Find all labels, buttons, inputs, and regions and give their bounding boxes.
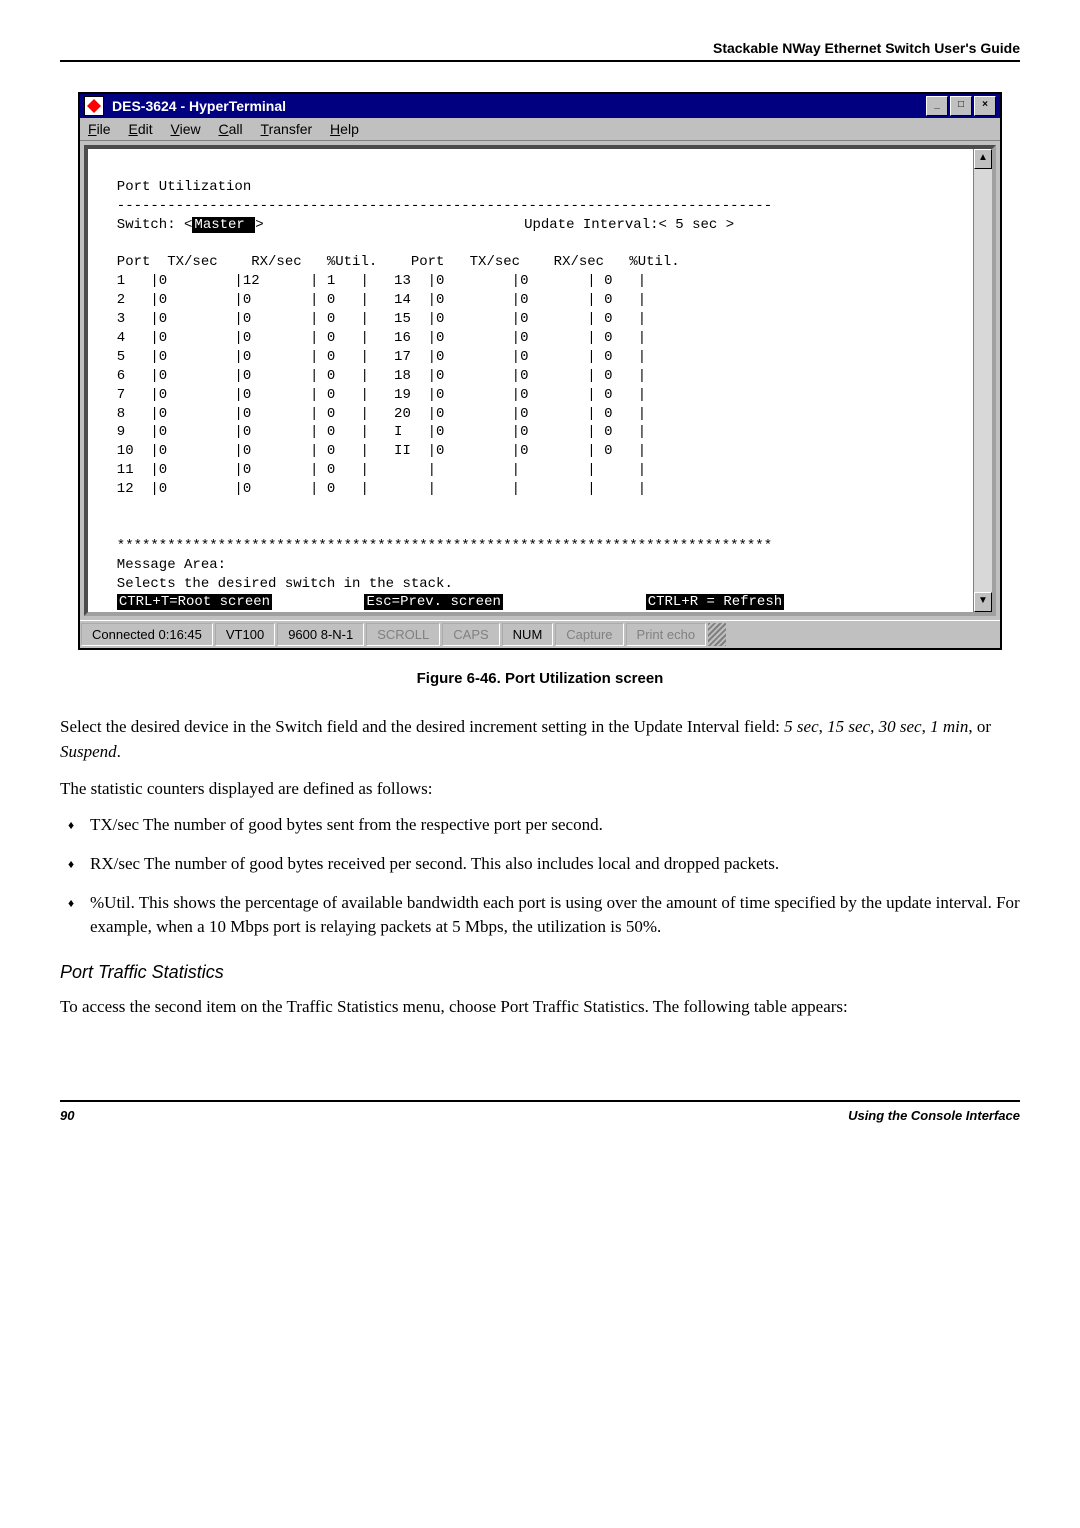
menu-call[interactable]: Call (219, 121, 243, 137)
scrollbar[interactable]: ▲ ▼ (973, 149, 992, 612)
status-capture: Capture (555, 623, 623, 646)
paragraph-select-device: Select the desired device in the Switch … (60, 715, 1020, 764)
close-button[interactable]: × (974, 96, 996, 116)
menu-help[interactable]: Help (330, 121, 359, 137)
menu-view[interactable]: View (171, 121, 201, 137)
hyperterminal-window: DES-3624 - HyperTerminal _ □ × File Edit… (78, 92, 1002, 650)
page-number: 90 (60, 1108, 74, 1123)
menu-edit[interactable]: Edit (128, 121, 152, 137)
window-title: DES-3624 - HyperTerminal (108, 98, 926, 114)
titlebar: DES-3624 - HyperTerminal _ □ × (80, 94, 1000, 118)
page-footer: 90 Using the Console Interface (60, 1100, 1020, 1123)
menu-transfer[interactable]: Transfer (261, 121, 313, 137)
status-emulation: VT100 (215, 623, 275, 646)
counter-definitions-list: TX/sec The number of good bytes sent fro… (60, 813, 1020, 940)
list-item: TX/sec The number of good bytes sent fro… (60, 813, 1020, 838)
status-line: 9600 8-N-1 (277, 623, 364, 646)
doc-header: Stackable NWay Ethernet Switch User's Gu… (60, 40, 1020, 62)
paragraph-counters-intro: The statistic counters displayed are def… (60, 777, 1020, 802)
terminal-content[interactable]: Port Utilization -----------------------… (88, 149, 973, 612)
status-caps: CAPS (442, 623, 499, 646)
paragraph-traffic-stats: To access the second item on the Traffic… (60, 995, 1020, 1020)
scroll-up-button[interactable]: ▲ (974, 149, 992, 169)
list-item: RX/sec The number of good bytes received… (60, 852, 1020, 877)
app-icon (84, 96, 104, 116)
status-connected: Connected 0:16:45 (81, 623, 213, 646)
status-scroll: SCROLL (366, 623, 440, 646)
scroll-down-button[interactable]: ▼ (974, 592, 992, 612)
status-echo: Print echo (626, 623, 707, 646)
statusbar: Connected 0:16:45 VT100 9600 8-N-1 SCROL… (80, 620, 1000, 648)
maximize-button[interactable]: □ (950, 96, 972, 116)
menubar: File Edit View Call Transfer Help (80, 118, 1000, 141)
chapter-name: Using the Console Interface (848, 1108, 1020, 1123)
status-num: NUM (502, 623, 554, 646)
menu-file[interactable]: File (88, 121, 111, 137)
figure-caption: Figure 6-46. Port Utilization screen (60, 670, 1020, 687)
list-item: %Util. This shows the percentage of avai… (60, 891, 1020, 940)
minimize-button[interactable]: _ (926, 96, 948, 116)
resize-grip-icon[interactable] (708, 623, 726, 646)
section-heading: Port Traffic Statistics (60, 962, 1020, 983)
